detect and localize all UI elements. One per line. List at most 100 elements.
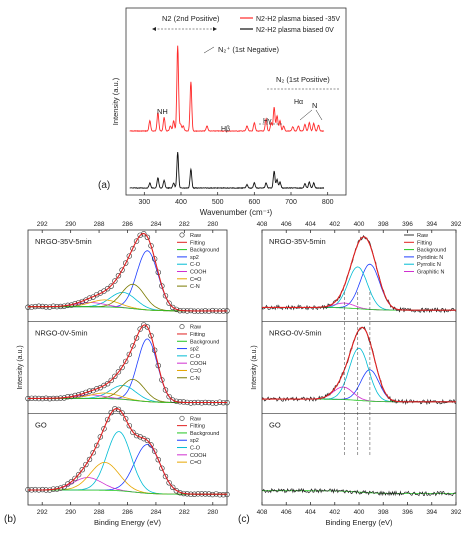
panel-b-raw-point (162, 387, 169, 393)
panel-c-xtick-label: 406 (281, 509, 292, 516)
arrowhead (213, 27, 217, 31)
panel-b-raw-point (79, 390, 85, 397)
panel-b-raw-point (155, 457, 161, 463)
panel-b-raw-point (126, 253, 133, 259)
panel-a-xlabel: Wavenumber (cm⁻¹) (200, 208, 273, 217)
panel-b-legend-label: COOH (190, 453, 207, 459)
panel-b-raw-point (119, 364, 125, 371)
panel-c-xtick-label-top: 394 (426, 221, 437, 228)
annotation-hgamma: Hγ (263, 118, 272, 125)
panel-c-xtick-label: 408 (257, 509, 268, 516)
panel-b-component-c-o (28, 299, 227, 312)
panel-c-xtick-label: 398 (378, 509, 389, 516)
panel-c-fitting (262, 326, 456, 403)
panel-b-xtick-label: 282 (179, 509, 190, 516)
panel-b-legend-label: C=O (190, 460, 202, 466)
panel-b-xtick-label-top: 282 (179, 221, 190, 228)
annotation-arrow (315, 109, 323, 121)
panel-c-raw-line (261, 326, 457, 406)
panel-b-legend-label: Raw (190, 416, 201, 422)
annotation-n2-1st: N₂ (1st Positive) (276, 75, 330, 84)
panel-b-raw-point (119, 267, 125, 273)
panel-b-legend-label: sp2 (190, 438, 199, 444)
panel-b-raw-point (97, 434, 104, 440)
panel-b-raw-point (137, 326, 143, 332)
panel-b-xtick-label-top: 292 (37, 221, 48, 228)
panel-b-fitting (28, 324, 227, 404)
panel-a-xtick-label: 500 (212, 199, 224, 206)
panel-b-raw-point (122, 416, 129, 422)
panel-b-raw-point (112, 373, 118, 379)
panel-b-raw-point (115, 369, 122, 375)
panel-c-raw-line (261, 487, 457, 497)
annotation-n: N (312, 101, 317, 110)
panel-b-raw-point (108, 283, 114, 289)
panel-c-xtick-label-top: 406 (281, 221, 292, 228)
panel-a-frame (125, 7, 347, 196)
panel-b-raw-point (94, 386, 100, 392)
panel-b-legend-label: C-O (190, 262, 201, 268)
panel-b-raw-point (173, 398, 180, 404)
panel-b-label: (b) (4, 514, 16, 525)
panel-b-raw-point (79, 467, 85, 473)
panel-b-component-c-o (28, 462, 227, 495)
panel-c-xlabel: Binding Energy (eV) (325, 518, 393, 527)
panel-b-raw-point (90, 450, 96, 456)
annotation-arrow (299, 109, 313, 121)
panel-b-raw-point (144, 324, 151, 330)
panel-b-raw-point (130, 429, 136, 436)
panel-b-subplot-title: GO (35, 420, 47, 429)
panel-b-legend-label: C=O (190, 368, 202, 374)
panel-b-raw-point (101, 426, 107, 432)
panel-a-xtick-label: 800 (322, 199, 334, 206)
panel-c-xtick-label-top: 400 (354, 221, 365, 228)
panel-b-raw-point (148, 332, 154, 339)
panel-b-legend-swatch (179, 232, 185, 238)
panel-c-fitting (262, 236, 456, 311)
panel-b-raw-point (159, 465, 165, 471)
panel-b-legend-swatch (179, 324, 185, 330)
panel-c-xtick-label: 396 (402, 509, 413, 516)
panel-b-raw-point (104, 285, 111, 292)
panel-b-xtick-label-top: 284 (150, 221, 161, 228)
annotation-n2plus: N₂⁺ (1st Negative) (218, 45, 280, 54)
panel-a-xtick-label: 600 (248, 199, 260, 206)
arrowhead (152, 27, 156, 31)
panel-c-xtick-label: 392 (451, 509, 462, 516)
panel-b-raw-point (137, 232, 143, 238)
panel-c-legend-label: Pyrrolic N (417, 262, 441, 268)
annotation-nh: NH (157, 107, 168, 116)
annotation-arrow (203, 46, 215, 54)
panel-b-raw-point (104, 381, 111, 387)
panel-a-xtick-label: 300 (138, 199, 150, 206)
panel-b-legend-label: COOH (190, 270, 207, 276)
panel-c-ylabel: Intensity (a.u.) (251, 345, 258, 389)
panel-b-raw-point (162, 473, 169, 480)
panel-b-raw-point (83, 389, 89, 396)
panel-b-raw-point (151, 448, 158, 454)
panel-b-legend-label: C-O (190, 354, 201, 360)
panel-b-xtick-label: 280 (207, 509, 218, 516)
panel-b-raw-point (112, 278, 118, 284)
panel-b-raw-point (133, 432, 140, 439)
panel-b-xtick-label: 284 (150, 509, 161, 516)
panel-c-subplot-title: NRGO-0V-5min (269, 329, 322, 338)
panel-b-xtick-label: 286 (122, 509, 133, 516)
panel-b-raw-point (162, 293, 169, 299)
panel-b-raw-point (72, 475, 78, 482)
annotation-n2-2nd: N2 (2nd Positive) (162, 14, 220, 23)
panel-b-raw-point (122, 260, 129, 266)
panel-b-ylabel: Intensity (a.u.) (17, 345, 24, 389)
annotation-halpha: Hα (294, 99, 303, 106)
panel-b-raw-point (130, 343, 136, 349)
panel-b-raw-point (159, 283, 165, 289)
panel-b-raw-point (170, 484, 176, 490)
panel-b-legend-label: Background (190, 339, 219, 345)
panel-b-legend-label: C-N (190, 376, 200, 382)
panel-b-subplot-title: NRGO-35V-5min (35, 237, 92, 246)
panel-b-legend-label: Fitting (190, 424, 205, 430)
panel-b-fitting (28, 233, 227, 312)
panel-b-raw-point (75, 471, 82, 478)
panel-b-raw-point (141, 435, 147, 442)
